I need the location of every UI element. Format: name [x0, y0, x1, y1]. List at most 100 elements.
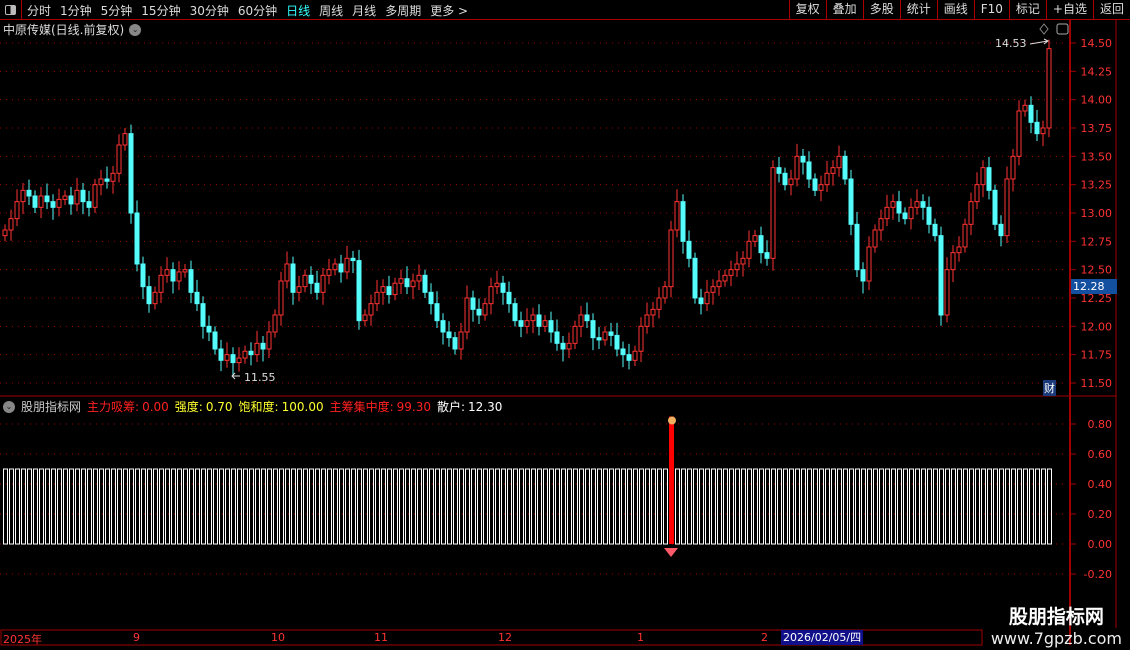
candle[interactable]	[302, 269, 308, 293]
candle[interactable]	[272, 309, 278, 338]
candle[interactable]	[494, 270, 500, 295]
candle[interactable]	[626, 343, 632, 370]
period-tab[interactable]: 1分钟	[60, 4, 92, 18]
candle[interactable]	[848, 169, 854, 236]
candle[interactable]	[872, 224, 878, 253]
candle[interactable]	[866, 236, 872, 291]
candle[interactable]	[818, 175, 824, 202]
candle[interactable]	[236, 347, 242, 372]
candle[interactable]	[356, 249, 362, 330]
candle[interactable]	[1028, 96, 1034, 134]
candle[interactable]	[950, 245, 956, 283]
candle[interactable]	[812, 173, 818, 196]
candle[interactable]	[566, 332, 572, 359]
candle[interactable]	[806, 151, 812, 189]
candle[interactable]	[1040, 120, 1046, 147]
candle[interactable]	[986, 156, 992, 200]
candle[interactable]	[308, 266, 314, 295]
candle[interactable]	[512, 297, 518, 327]
candle[interactable]	[728, 260, 734, 287]
candle[interactable]	[788, 169, 794, 196]
candle[interactable]	[452, 331, 458, 355]
candle[interactable]	[800, 148, 806, 175]
period-tab[interactable]: 分时	[27, 4, 52, 18]
candle[interactable]	[590, 313, 596, 351]
candle[interactable]	[890, 194, 896, 220]
candle[interactable]	[386, 275, 392, 304]
candle[interactable]	[92, 178, 98, 213]
candle[interactable]	[1034, 109, 1040, 142]
candle[interactable]	[350, 250, 356, 274]
candle[interactable]	[674, 189, 680, 238]
candle[interactable]	[2, 224, 8, 242]
candle[interactable]	[578, 305, 584, 338]
tool-button[interactable]: 标记	[1008, 0, 1046, 20]
candle[interactable]	[410, 273, 416, 300]
candle[interactable]	[1016, 100, 1022, 166]
candle[interactable]	[944, 257, 950, 323]
candle[interactable]	[440, 313, 446, 345]
candle[interactable]	[8, 209, 14, 241]
candle[interactable]	[716, 270, 722, 296]
candle[interactable]	[158, 266, 164, 304]
candle[interactable]	[710, 279, 716, 305]
candle[interactable]	[956, 236, 962, 262]
candle[interactable]	[422, 269, 428, 298]
candle[interactable]	[482, 297, 488, 321]
candle[interactable]	[1022, 99, 1028, 117]
period-tab[interactable]: 5分钟	[100, 4, 133, 18]
candle[interactable]	[908, 198, 914, 230]
candle[interactable]	[608, 322, 614, 347]
candle[interactable]	[794, 143, 800, 187]
candle[interactable]	[638, 317, 644, 363]
candle[interactable]	[1046, 39, 1052, 138]
candle[interactable]	[1010, 148, 1016, 192]
candle[interactable]	[74, 177, 80, 212]
candle[interactable]	[176, 261, 182, 291]
candle[interactable]	[842, 150, 848, 185]
candle[interactable]	[392, 277, 398, 301]
tool-button[interactable]: 复权	[788, 0, 826, 20]
candle[interactable]	[488, 277, 494, 315]
candle[interactable]	[98, 169, 104, 196]
candle[interactable]	[374, 279, 380, 312]
tool-button[interactable]: +自选	[1045, 0, 1093, 20]
period-tab[interactable]: 周线	[319, 4, 344, 18]
sidebar-toggle-button[interactable]	[0, 0, 22, 20]
candle[interactable]	[344, 245, 350, 280]
tool-button[interactable]: 叠加	[825, 0, 863, 20]
chevron-down-icon[interactable]: ⌄	[129, 23, 142, 36]
candle[interactable]	[974, 172, 980, 210]
candle[interactable]	[584, 302, 590, 329]
candle[interactable]	[170, 262, 176, 294]
candle[interactable]	[530, 307, 536, 334]
candle[interactable]	[752, 229, 758, 247]
candle[interactable]	[536, 304, 542, 336]
candle[interactable]	[188, 260, 194, 304]
period-tab[interactable]: 60分钟	[237, 4, 278, 18]
candle[interactable]	[80, 182, 86, 215]
candle[interactable]	[662, 280, 668, 304]
candle[interactable]	[692, 252, 698, 304]
candle[interactable]	[920, 194, 926, 220]
period-tab[interactable]: 30分钟	[189, 4, 229, 18]
candle[interactable]	[824, 160, 830, 193]
candle[interactable]	[290, 256, 296, 305]
tool-button[interactable]: 画线	[936, 0, 974, 20]
candle[interactable]	[194, 279, 200, 312]
chevron-down-icon[interactable]: ⌄	[3, 400, 15, 413]
candle[interactable]	[998, 215, 1004, 247]
candle[interactable]	[968, 192, 974, 236]
candle[interactable]	[416, 264, 422, 291]
candle[interactable]	[428, 283, 434, 315]
candle[interactable]	[218, 339, 224, 372]
candle[interactable]	[548, 311, 554, 343]
candle[interactable]	[434, 291, 440, 329]
period-tab[interactable]: 月线	[352, 4, 377, 18]
candle[interactable]	[518, 311, 524, 338]
tool-button[interactable]: 返回	[1092, 0, 1130, 20]
candle[interactable]	[656, 287, 662, 319]
candle[interactable]	[524, 308, 530, 334]
candle[interactable]	[704, 279, 710, 312]
